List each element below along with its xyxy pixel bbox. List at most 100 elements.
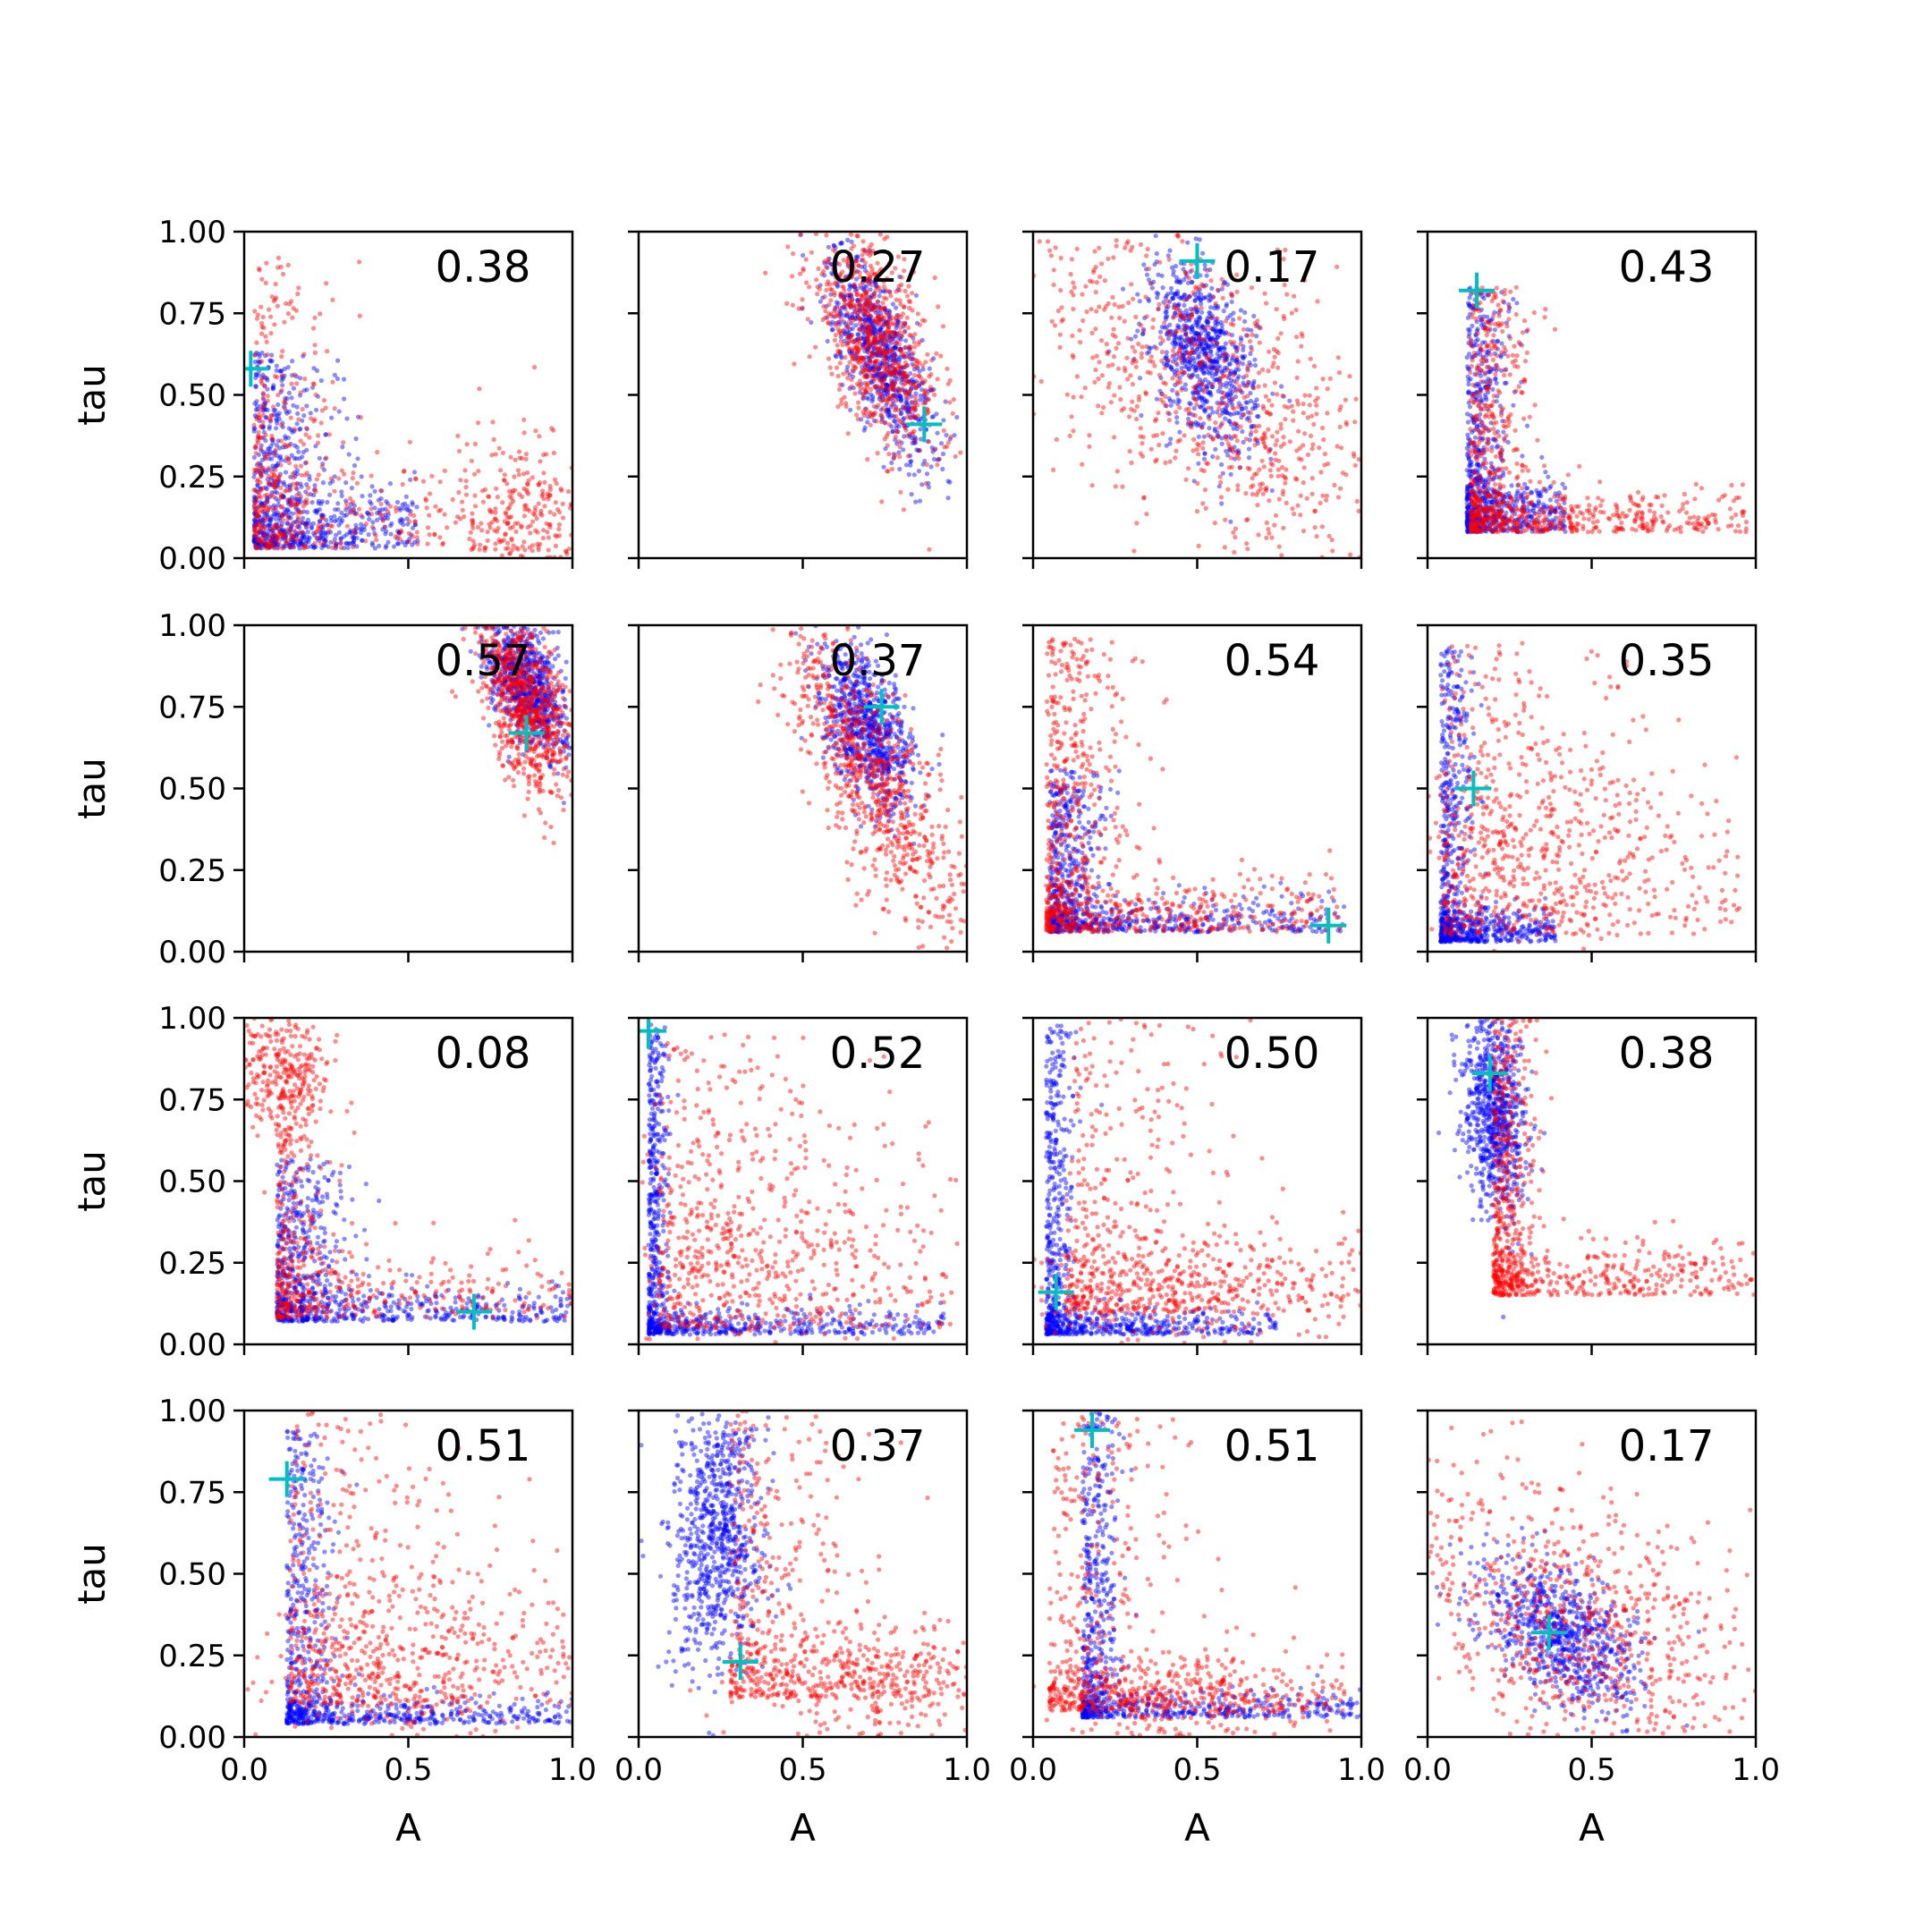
- blue-point: [263, 415, 268, 420]
- blue-point: [885, 383, 890, 388]
- red-point: [1295, 503, 1301, 508]
- blue-point: [883, 446, 888, 452]
- blue-point: [1219, 326, 1224, 332]
- blue-point: [347, 505, 352, 511]
- red-point: [539, 513, 545, 518]
- blue-point: [908, 371, 913, 377]
- red-point: [1332, 482, 1337, 488]
- blue-point: [320, 542, 326, 548]
- red-point: [359, 513, 364, 518]
- red-point: [897, 445, 902, 450]
- red-point: [893, 379, 898, 385]
- red-point: [807, 284, 812, 290]
- red-point: [887, 339, 893, 344]
- blue-point: [1209, 335, 1215, 341]
- blue-point: [275, 462, 280, 468]
- red-point: [785, 244, 791, 250]
- red-point: [516, 472, 521, 478]
- red-point: [1230, 396, 1235, 402]
- red-point: [1222, 545, 1227, 550]
- blue-point: [801, 252, 806, 258]
- red-point: [1037, 239, 1042, 244]
- blue-point: [1188, 269, 1193, 275]
- blue-point: [269, 490, 275, 496]
- blue-point: [895, 318, 901, 323]
- blue-point: [270, 481, 275, 487]
- red-point: [860, 247, 866, 253]
- blue-point: [1187, 342, 1192, 347]
- red-point: [254, 522, 259, 528]
- red-point: [1099, 411, 1105, 416]
- red-point: [849, 316, 854, 321]
- blue-point: [1221, 330, 1226, 335]
- blue-point: [1139, 412, 1144, 419]
- red-point: [876, 316, 881, 322]
- blue-point: [271, 533, 276, 538]
- blue-point: [1178, 314, 1184, 319]
- red-point: [899, 334, 904, 339]
- red-point: [843, 401, 849, 406]
- red-point: [906, 284, 911, 289]
- red-point: [1301, 401, 1306, 407]
- blue-point: [833, 245, 838, 250]
- blue-point: [896, 396, 902, 402]
- blue-point: [866, 363, 871, 369]
- red-point: [1179, 387, 1184, 393]
- blue-point: [853, 355, 859, 360]
- red-point: [498, 468, 504, 473]
- red-point: [329, 523, 335, 529]
- red-point: [1274, 349, 1279, 354]
- red-point: [1161, 380, 1166, 386]
- red-point: [935, 462, 940, 468]
- blue-point: [332, 474, 337, 479]
- red-point: [309, 416, 314, 421]
- blue-point: [1199, 379, 1206, 385]
- blue-point: [839, 241, 844, 246]
- blue-point: [314, 510, 319, 515]
- red-point: [815, 284, 820, 290]
- blue-point: [1199, 366, 1205, 371]
- red-point: [890, 347, 895, 352]
- blue-point: [275, 542, 280, 547]
- red-point: [1170, 376, 1175, 381]
- blue-point: [399, 516, 404, 522]
- red-point: [402, 468, 407, 474]
- red-point: [332, 406, 337, 411]
- red-point: [869, 250, 875, 256]
- red-point: [513, 457, 518, 462]
- red-point: [1193, 390, 1199, 395]
- red-point: [470, 521, 476, 526]
- red-point: [506, 505, 513, 511]
- red-point: [911, 351, 916, 356]
- blue-point: [866, 396, 871, 402]
- red-point: [432, 531, 437, 537]
- red-point: [1139, 351, 1144, 356]
- blue-point: [866, 304, 871, 309]
- blue-point: [352, 528, 357, 533]
- blue-point: [952, 433, 957, 438]
- blue-point: [336, 530, 342, 536]
- blue-point: [287, 487, 292, 493]
- blue-point: [865, 347, 870, 352]
- blue-point: [1233, 359, 1238, 364]
- red-point: [860, 394, 866, 401]
- blue-point: [1175, 397, 1181, 402]
- blue-point: [1207, 298, 1212, 303]
- red-point: [1217, 402, 1223, 407]
- blue-point: [310, 543, 316, 548]
- red-point: [850, 355, 855, 360]
- blue-point: [927, 366, 932, 371]
- red-point: [1140, 328, 1147, 334]
- blue-point: [1173, 372, 1178, 377]
- red-point: [1190, 311, 1195, 317]
- blue-point: [848, 334, 853, 339]
- blue-point: [1184, 296, 1190, 301]
- red-point: [472, 441, 479, 446]
- panel-points: [1459, 272, 1749, 535]
- red-point: [253, 528, 258, 534]
- red-point: [412, 519, 418, 524]
- blue-point: [891, 378, 896, 385]
- blue-point: [296, 509, 301, 514]
- blue-point: [1222, 368, 1227, 374]
